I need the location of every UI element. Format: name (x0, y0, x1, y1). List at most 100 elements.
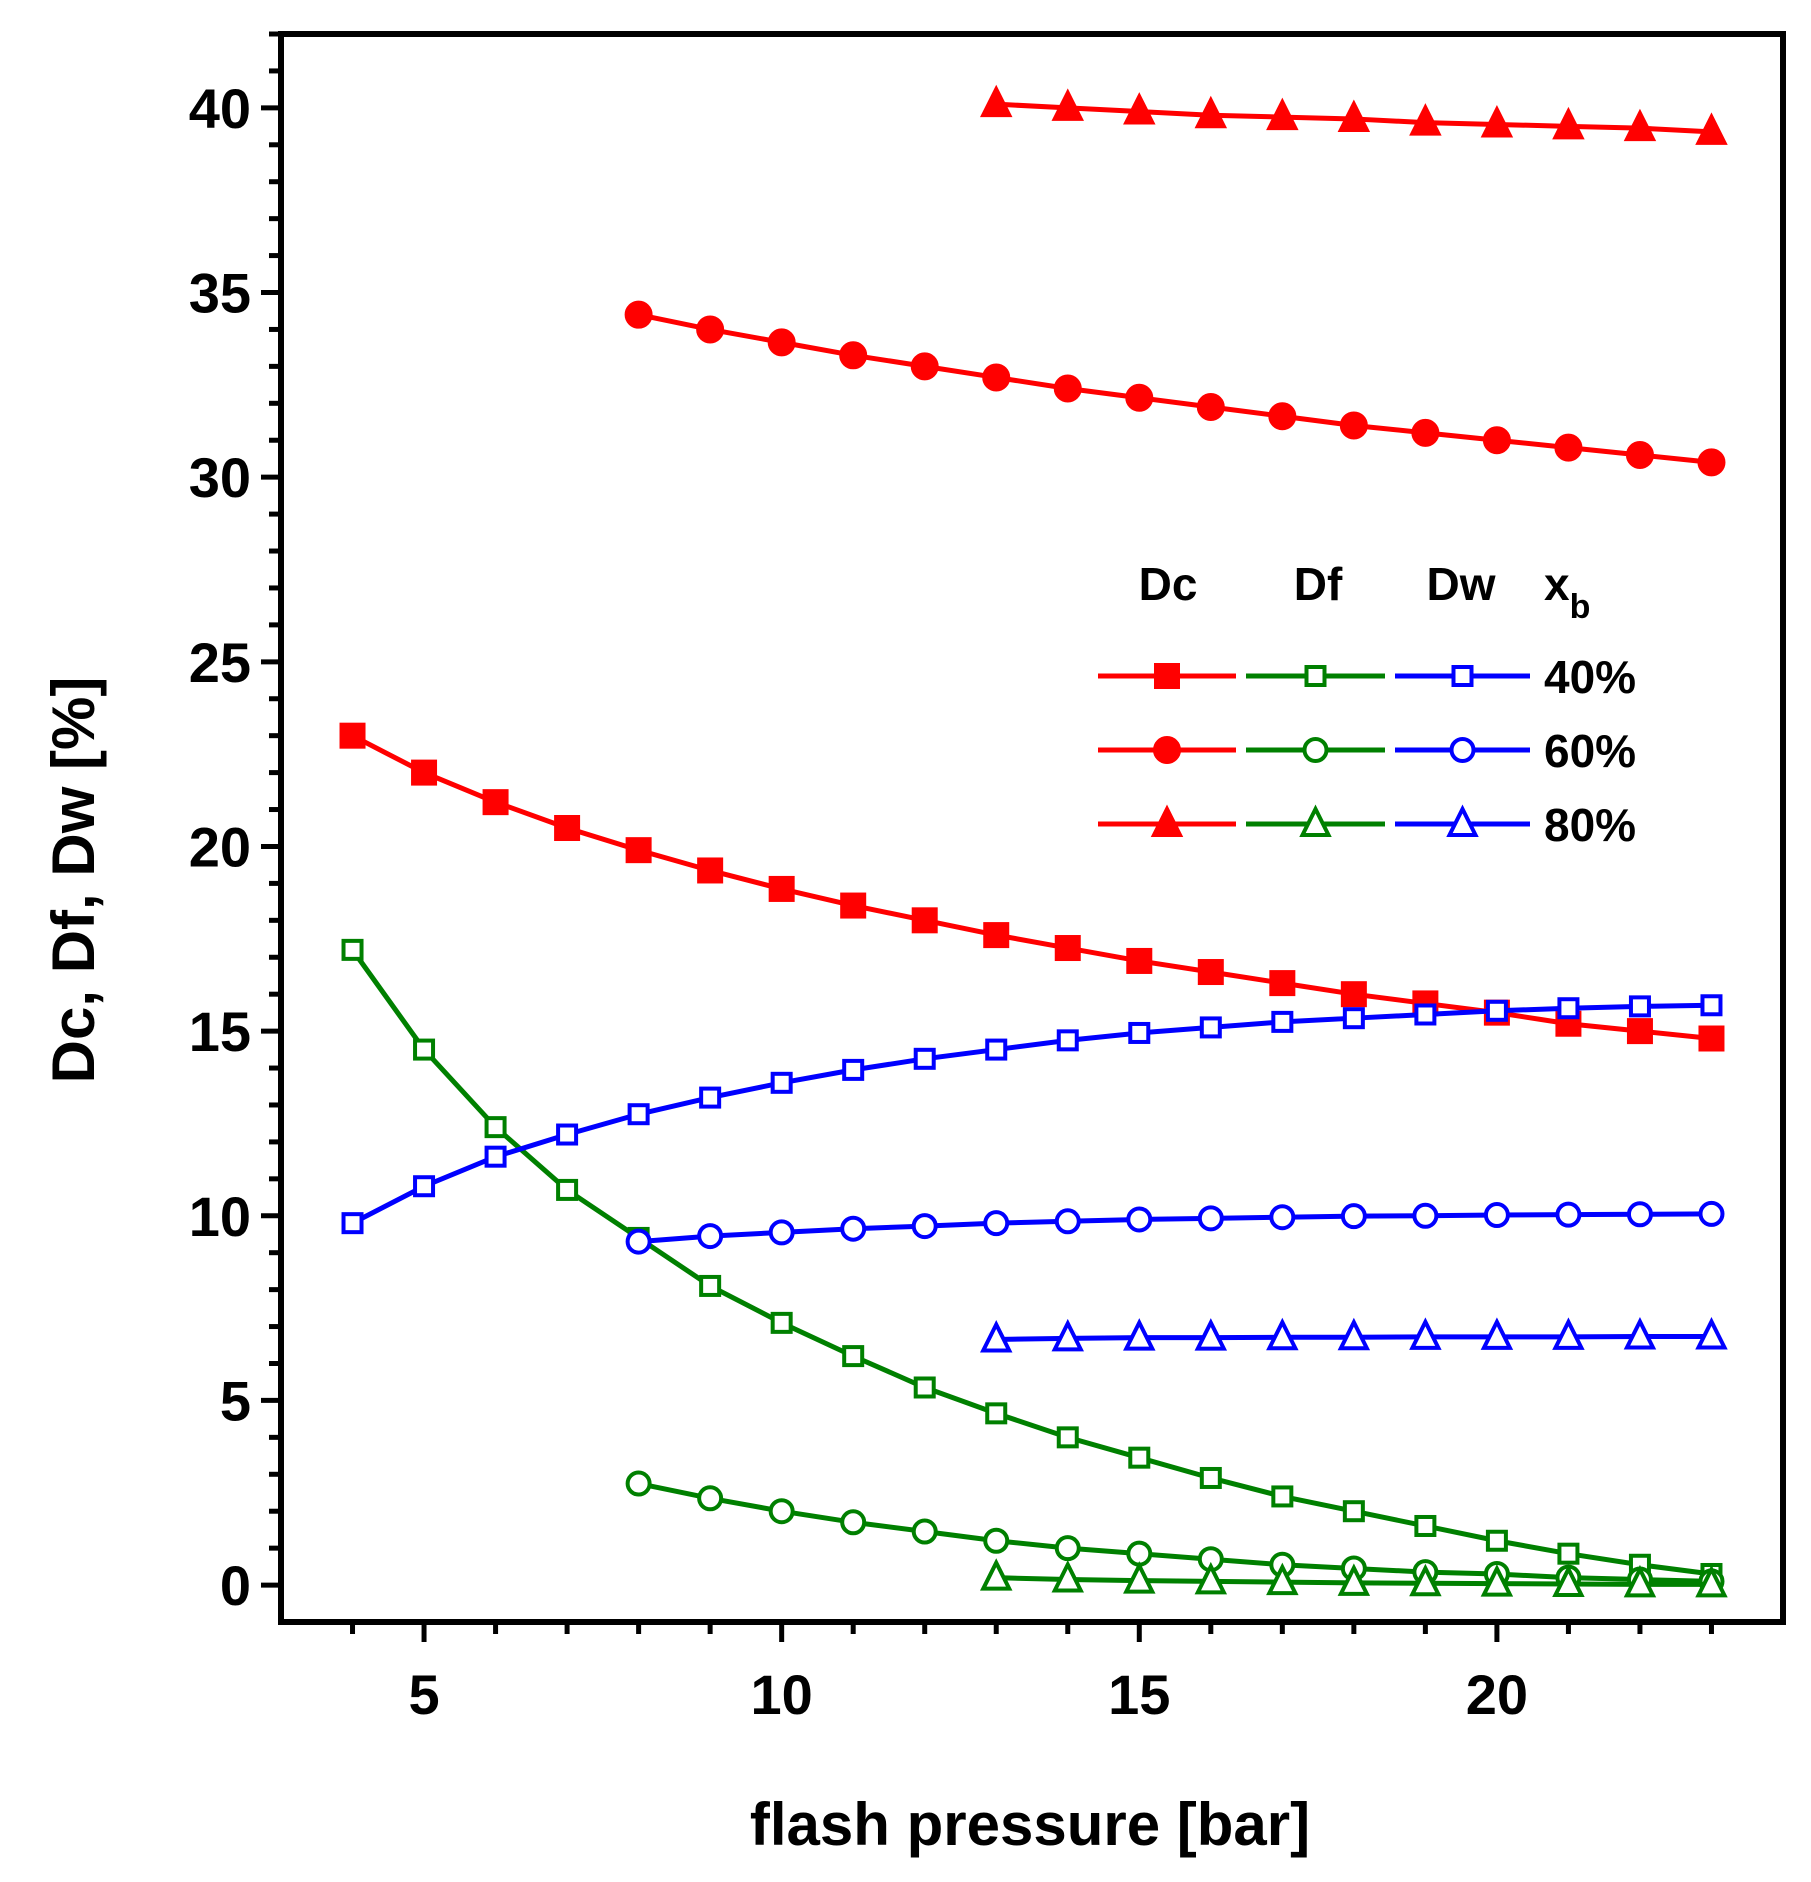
data-point (1480, 1564, 1514, 1597)
data-point (1194, 1318, 1228, 1351)
data-point (1628, 995, 1651, 1018)
x-axis-title: flash pressure [bar] (750, 1791, 1310, 1858)
data-point (554, 815, 581, 841)
data-point (1199, 1016, 1222, 1039)
data-point (697, 1223, 724, 1250)
data-point (1552, 106, 1585, 140)
data-point (484, 1116, 507, 1139)
legend-header-dw: Dw (1427, 558, 1496, 610)
legend-header-dc: Dc (1139, 558, 1198, 610)
series-dw-60 (625, 1200, 1725, 1255)
y-tick-label: 0 (220, 1554, 251, 1617)
data-point (1552, 1564, 1585, 1597)
y-tick-label: 10 (189, 1185, 251, 1248)
data-point (341, 1212, 364, 1235)
data-point (983, 1210, 1010, 1237)
legend-row-label: 40% (1544, 651, 1636, 703)
data-point (1409, 1317, 1442, 1350)
series-dw-80 (980, 1317, 1728, 1353)
data-point (1340, 981, 1367, 1008)
data-point (1626, 1201, 1653, 1228)
data-point (1054, 935, 1081, 962)
data-point (1695, 112, 1728, 145)
data-point (1555, 1201, 1582, 1228)
data-point (840, 1509, 867, 1536)
data-point (1480, 1317, 1514, 1350)
data-point (980, 1558, 1013, 1591)
legend-row-label: 80% (1544, 799, 1636, 851)
data-point (1414, 1514, 1437, 1537)
data-point (1480, 105, 1514, 138)
data-point (699, 1274, 722, 1297)
data-point (1126, 947, 1153, 974)
y-tick-label: 5 (220, 1369, 251, 1432)
data-point (1557, 997, 1580, 1020)
data-point (1409, 103, 1442, 136)
data-point (840, 1215, 867, 1242)
data-point (1625, 441, 1654, 470)
data-point (985, 1402, 1008, 1425)
data-point (1552, 1317, 1585, 1350)
legend-swatch-marker (1449, 737, 1476, 763)
data-point (980, 1320, 1013, 1353)
x-tick-label: 20 (1466, 1663, 1528, 1726)
data-point (627, 1103, 650, 1126)
series-layer (339, 84, 1728, 1598)
data-point (1126, 1206, 1153, 1233)
data-point (625, 1228, 652, 1255)
data-point (1485, 1529, 1508, 1552)
x-tick-label: 5 (408, 1663, 439, 1726)
data-point (1123, 92, 1156, 125)
data-point (770, 1071, 793, 1094)
data-point (556, 1123, 579, 1146)
data-point (1269, 1204, 1296, 1231)
data-point (1485, 999, 1508, 1022)
data-point (1623, 108, 1657, 142)
data-point (413, 1038, 436, 1061)
legend-header-xb-main: x (1544, 558, 1570, 610)
y-tick-label: 25 (189, 631, 251, 694)
data-point (1623, 1564, 1657, 1598)
data-point (1342, 1500, 1365, 1523)
data-point (1411, 418, 1440, 447)
data-point (985, 1038, 1008, 1061)
data-point (1695, 1564, 1728, 1598)
legend-swatch-marker (1154, 663, 1180, 689)
data-point (624, 300, 653, 329)
data-point (1409, 1563, 1442, 1597)
data-point (1123, 1318, 1156, 1351)
data-point (767, 328, 796, 357)
data-point (1051, 1560, 1084, 1593)
data-point (982, 363, 1011, 392)
data-point (1196, 392, 1225, 421)
data-point (1194, 1561, 1228, 1595)
data-point (1626, 1018, 1653, 1045)
y-tick-label: 35 (189, 262, 251, 325)
data-point (696, 315, 725, 344)
legend: Dc Df Dw xb 40% 60% 80% (1098, 558, 1636, 851)
legend-swatch-marker (1299, 804, 1332, 837)
data-point (1695, 1317, 1728, 1350)
data-point (1412, 1202, 1439, 1229)
data-point (1194, 95, 1228, 129)
data-point (1339, 411, 1368, 440)
data-point (1125, 383, 1154, 412)
series-line (638, 312, 1712, 465)
series-line (638, 1481, 1712, 1584)
data-point (1056, 1029, 1079, 1052)
data-point (1414, 1003, 1437, 1026)
data-point (983, 922, 1010, 949)
data-point (768, 875, 795, 902)
data-point (625, 1470, 652, 1497)
data-point (1554, 433, 1583, 462)
data-point (910, 352, 939, 381)
data-point (1054, 1535, 1081, 1562)
data-point (625, 837, 652, 864)
y-tick-label: 20 (189, 815, 251, 878)
series-line (350, 948, 1712, 1577)
legend-swatch-marker (1302, 737, 1329, 763)
legend-swatch-marker (1153, 736, 1181, 764)
legend-header-xb-sub: b (1570, 588, 1591, 626)
data-point (911, 1518, 938, 1545)
